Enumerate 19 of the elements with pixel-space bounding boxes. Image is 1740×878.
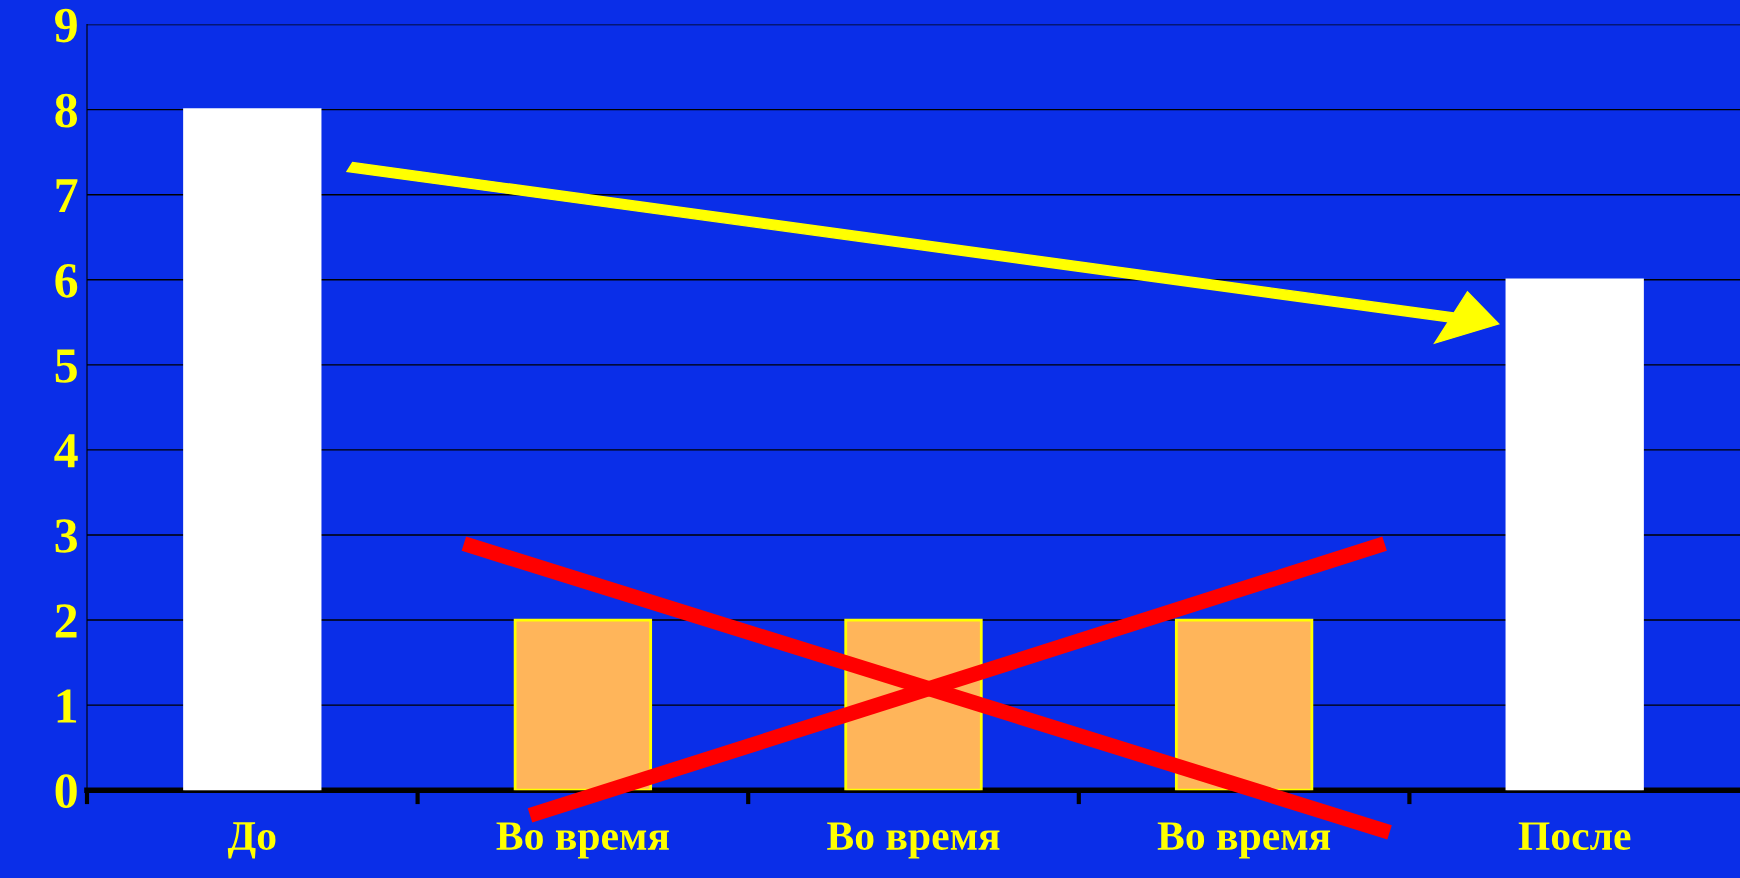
y-tick-label: 3 [55,519,77,553]
y-tick-label: 0 [55,774,77,809]
bar [513,618,653,791]
x-tick-label: Во время [1157,822,1331,859]
y-tick-label: 2 [55,604,77,638]
x-tick-label: Во время [827,822,1000,859]
y-tick-label: 4 [54,434,78,468]
y-tick-label: 7 [56,179,78,213]
y-tick-label: 9 [55,8,77,43]
bar [183,108,322,791]
y-tick-label: 1 [57,689,77,723]
y-tick-label: 5 [55,349,77,383]
y-tick-label: 8 [55,93,78,128]
bar [1505,278,1644,791]
x-tick-label: До [227,822,276,859]
x-tick-label: Во время [496,822,669,859]
y-tick-label: 6 [55,264,78,298]
x-tick-label: После [1518,822,1631,851]
bar [1174,618,1314,791]
